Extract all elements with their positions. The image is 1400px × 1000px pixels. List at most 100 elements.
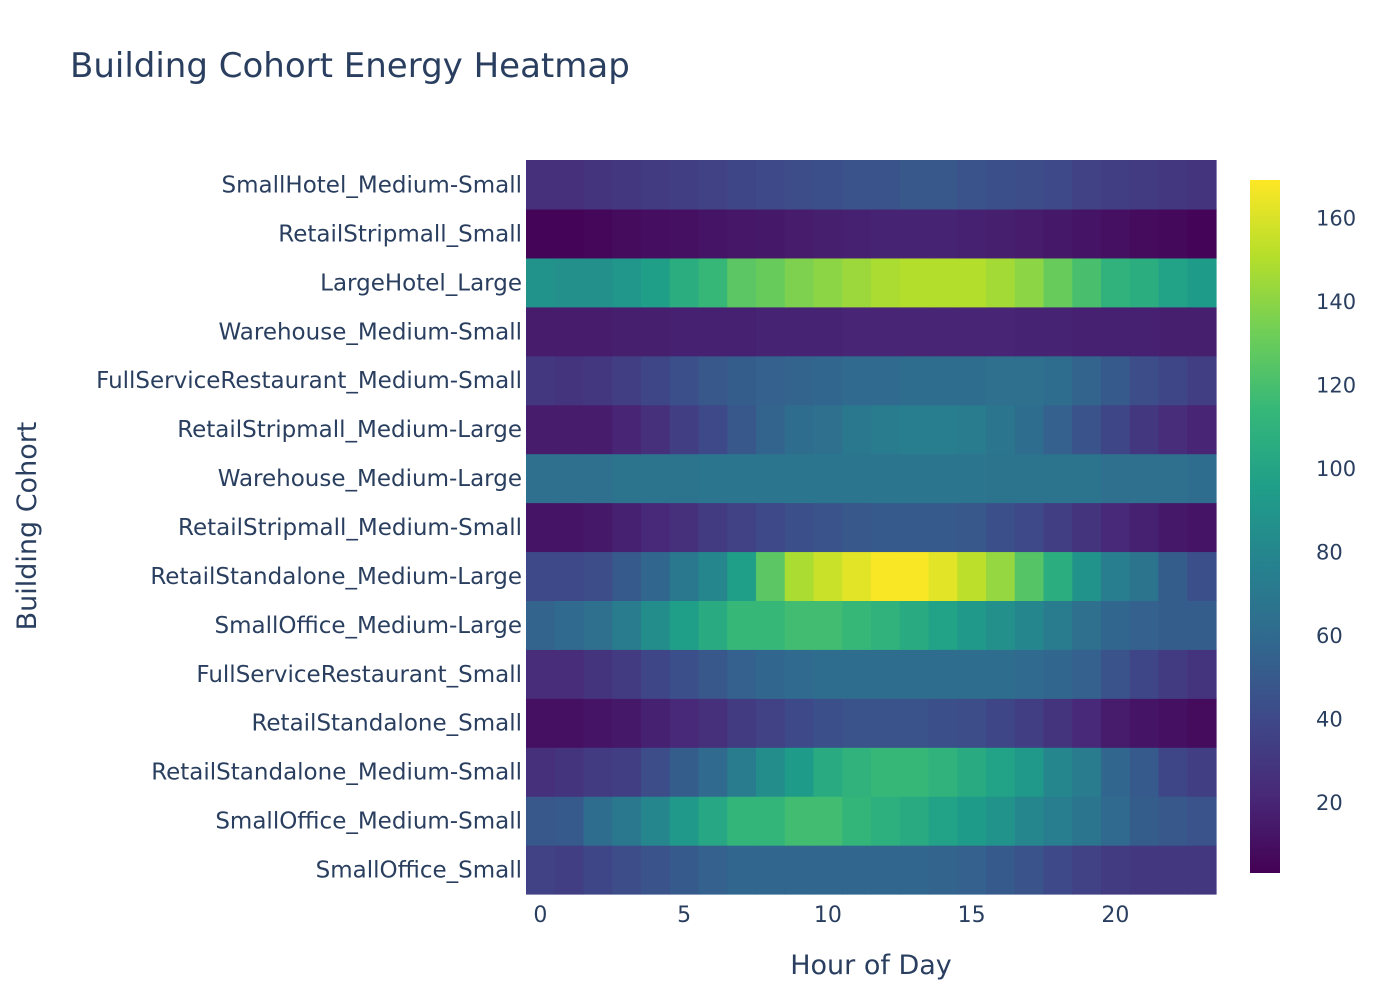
heatmap-cell xyxy=(698,796,728,846)
heatmap-cell xyxy=(1187,551,1217,601)
heatmap-cell xyxy=(784,698,815,748)
heatmap-cell xyxy=(1043,845,1073,895)
heatmap-cell xyxy=(899,355,930,406)
colorbar xyxy=(1250,180,1280,873)
heatmap-cell xyxy=(1043,208,1073,259)
x-tick-label: 20 xyxy=(1101,903,1129,928)
heatmap-cell xyxy=(1043,600,1073,650)
heatmap-cell xyxy=(928,551,958,601)
heatmap-cell xyxy=(554,306,585,357)
y-tick-label: SmallOffice_Medium-Large xyxy=(215,613,523,639)
heatmap-cell xyxy=(1072,600,1102,650)
heatmap-cell xyxy=(1014,551,1045,601)
heatmap-cell xyxy=(1101,257,1131,308)
heatmap-cell xyxy=(1043,453,1073,504)
heatmap-cell xyxy=(669,845,700,895)
heatmap-cell xyxy=(612,600,642,650)
heatmap-cell xyxy=(1187,208,1217,259)
heatmap-cell xyxy=(1101,355,1131,406)
heatmap-cell xyxy=(842,502,872,553)
heatmap-cell xyxy=(1187,747,1217,797)
heatmap-cell xyxy=(727,355,757,406)
heatmap-cell xyxy=(784,160,815,210)
heatmap-cell xyxy=(698,355,728,406)
heatmap-cell xyxy=(986,796,1016,846)
heatmap-cell xyxy=(612,649,642,699)
heatmap-cell xyxy=(641,845,671,895)
heatmap-cell xyxy=(842,747,872,797)
heatmap-cell xyxy=(727,649,757,699)
heatmap-cell xyxy=(1158,257,1188,308)
heatmap-cell xyxy=(526,845,556,895)
heatmap-cell xyxy=(813,551,843,601)
heatmap-cell xyxy=(1187,257,1217,308)
heatmap-cell xyxy=(871,306,901,357)
heatmap-cell xyxy=(842,355,872,406)
heatmap-cell xyxy=(554,453,585,504)
heatmap-cell xyxy=(871,747,901,797)
heatmap-cell xyxy=(928,453,958,504)
heatmap-cell xyxy=(669,796,700,846)
heatmap-cell xyxy=(727,404,757,455)
heatmap-cell xyxy=(669,649,700,699)
heatmap-cell xyxy=(669,404,700,455)
heatmap-cell xyxy=(583,502,613,553)
heatmap-cell xyxy=(1158,502,1188,553)
heatmap-cell xyxy=(1072,355,1102,406)
heatmap-cell xyxy=(669,355,700,406)
heatmap-cell xyxy=(612,208,642,259)
colorbar-tick-label: 40 xyxy=(1316,708,1343,732)
heatmap-cell xyxy=(784,257,815,308)
heatmap-cell xyxy=(554,600,585,650)
heatmap-cell xyxy=(813,796,843,846)
y-tick-label: SmallOffice_Small xyxy=(316,858,522,884)
heatmap-cell xyxy=(1072,160,1102,210)
heatmap-cell xyxy=(641,502,671,553)
heatmap-cell xyxy=(1158,845,1188,895)
heatmap-cell xyxy=(1101,698,1131,748)
heatmap-cell xyxy=(756,208,786,259)
heatmap-cell xyxy=(928,355,958,406)
heatmap-cell xyxy=(842,208,872,259)
heatmap-cell xyxy=(928,747,958,797)
heatmap-cell xyxy=(727,698,757,748)
heatmap-cell xyxy=(1129,698,1160,748)
heatmap-cell xyxy=(756,160,786,210)
heatmap-cell xyxy=(669,306,700,357)
heatmap-cell xyxy=(1158,355,1188,406)
heatmap-cell xyxy=(756,845,786,895)
heatmap-cell xyxy=(1101,306,1131,357)
heatmap-cell xyxy=(1158,796,1188,846)
heatmap-cell xyxy=(554,160,585,210)
heatmap-cell xyxy=(641,257,671,308)
heatmap-cell xyxy=(1129,502,1160,553)
heatmap-cell xyxy=(1129,355,1160,406)
heatmap-cell xyxy=(871,453,901,504)
heatmap-cell xyxy=(842,796,872,846)
heatmap-cell xyxy=(698,257,728,308)
heatmap-cell xyxy=(727,600,757,650)
heatmap-cell xyxy=(526,453,556,504)
heatmap-cell xyxy=(1014,453,1045,504)
heatmap-cell xyxy=(583,160,613,210)
heatmap-cell xyxy=(986,355,1016,406)
heatmap-cell xyxy=(1187,404,1217,455)
heatmap-cell xyxy=(957,551,987,601)
heatmap-cell xyxy=(583,551,613,601)
heatmap-cell xyxy=(1101,453,1131,504)
x-tick-label: 5 xyxy=(677,903,691,928)
heatmap-cell xyxy=(641,551,671,601)
heatmap-cell xyxy=(727,306,757,357)
heatmap-cell xyxy=(756,600,786,650)
heatmap-cell xyxy=(957,160,987,210)
heatmap-cell xyxy=(669,747,700,797)
heatmap-cell xyxy=(1129,306,1160,357)
heatmap-cell xyxy=(813,355,843,406)
heatmap-cell xyxy=(612,698,642,748)
heatmap-cell xyxy=(756,404,786,455)
heatmap-cell xyxy=(1014,845,1045,895)
heatmap-cell xyxy=(554,404,585,455)
heatmap-cell xyxy=(1101,600,1131,650)
heatmap-cell xyxy=(784,600,815,650)
heatmap-cell xyxy=(871,257,901,308)
